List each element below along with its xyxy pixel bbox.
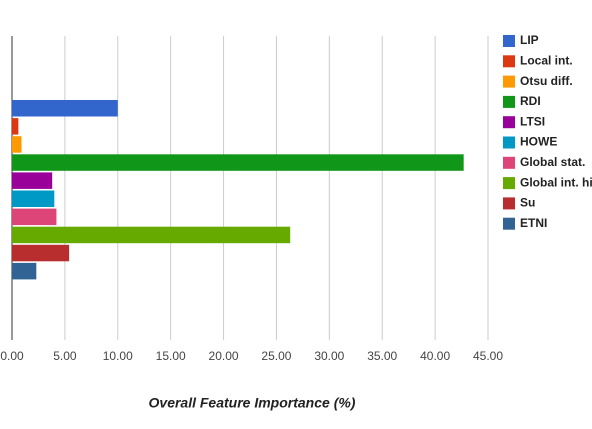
legend-label: Global int. hi [520, 175, 592, 189]
bar [12, 136, 22, 153]
x-tick-label: 5.00 [53, 349, 77, 363]
bar [12, 208, 57, 226]
legend-swatch [503, 156, 515, 169]
legend-label: LIP [520, 33, 539, 47]
legend-swatch [503, 197, 515, 210]
bar [12, 154, 464, 171]
x-tick-label: 0.00 [0, 349, 24, 363]
legend-label: Su [520, 196, 535, 210]
x-axis-title: Overall Feature Importance (%) [149, 395, 356, 411]
legend-label: Local int. [520, 53, 573, 67]
legend-swatch [503, 177, 515, 190]
x-tick-label: 40.00 [420, 349, 450, 363]
legend-swatch [503, 55, 515, 68]
x-tick-label: 20.00 [209, 349, 239, 363]
legend-swatch [503, 116, 515, 129]
x-tick-label: 10.00 [103, 349, 133, 363]
legend-label: Global stat. [520, 155, 585, 169]
legend-label: Otsu diff. [520, 74, 573, 88]
bar [12, 118, 19, 135]
legend-swatch [503, 95, 515, 108]
legend-swatch [503, 217, 515, 230]
legend-label: HOWE [520, 135, 557, 149]
bar [12, 100, 118, 117]
x-tick-label: 35.00 [367, 349, 397, 363]
bar [12, 262, 37, 280]
bar [12, 172, 53, 189]
legend-label: ETNI [520, 216, 547, 230]
bar [12, 190, 55, 207]
legend-label: LTSI [520, 114, 545, 128]
legend-swatch [503, 35, 515, 47]
x-tick-label: 45.00 [473, 349, 503, 363]
legend-swatch [503, 136, 515, 149]
bar [12, 244, 70, 262]
x-tick-label: 25.00 [261, 349, 291, 363]
x-tick-label: 15.00 [156, 349, 186, 363]
x-tick-label: 30.00 [314, 349, 344, 363]
bar [12, 226, 291, 244]
legend-swatch [503, 75, 515, 88]
legend-label: RDI [520, 94, 541, 108]
